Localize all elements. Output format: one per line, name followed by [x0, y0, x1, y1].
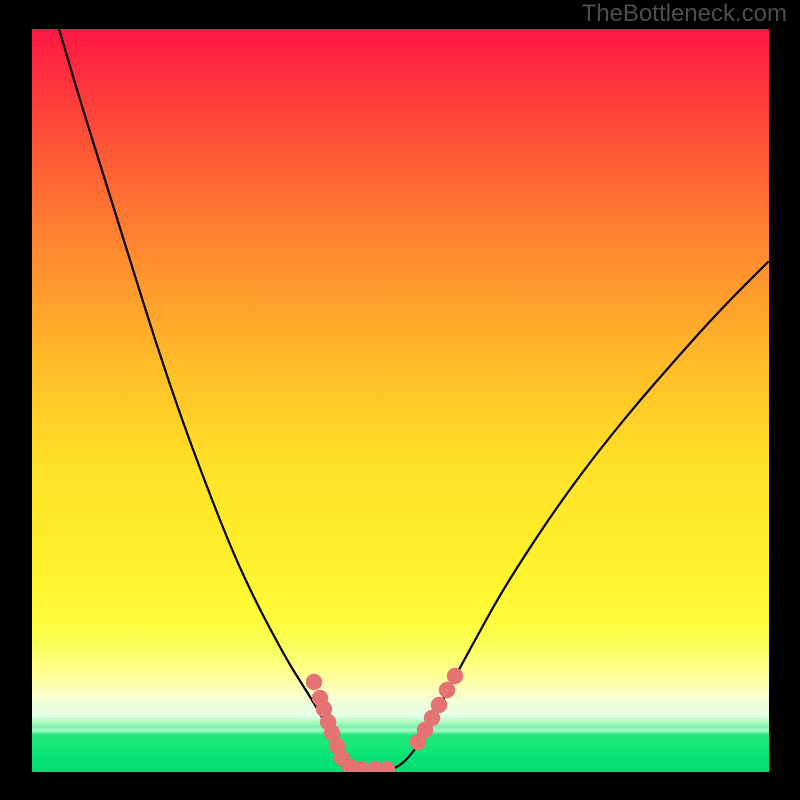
watermark-text: TheBottleneck.com — [582, 0, 787, 28]
plot-area — [32, 29, 769, 772]
data-marker — [431, 697, 447, 713]
gradient-background — [32, 29, 769, 772]
data-marker — [439, 682, 455, 698]
data-marker — [306, 674, 322, 690]
data-marker — [447, 668, 463, 684]
chart-container: TheBottleneck.com — [0, 0, 800, 800]
plot-svg — [32, 29, 769, 772]
